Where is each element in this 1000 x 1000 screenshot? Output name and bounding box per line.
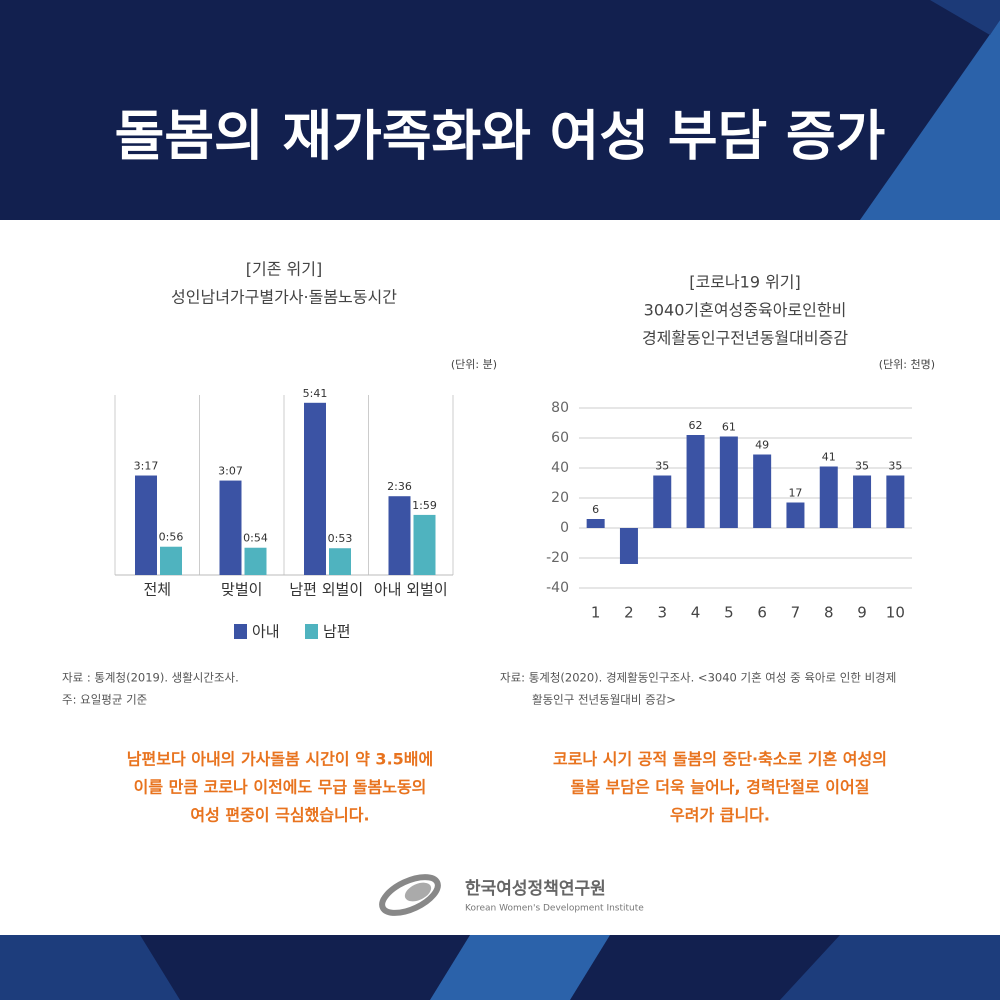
- header-decoration: [860, 20, 1000, 220]
- x-tick-label: 8: [824, 604, 834, 622]
- x-tick-label: 아내 외벌이: [374, 581, 448, 599]
- chart-subtitle: 경제활동인구전년동월대비증감: [642, 329, 848, 348]
- footer-decoration: [0, 935, 180, 1000]
- y-tick-label: 40: [551, 460, 569, 476]
- bar: [819, 466, 838, 528]
- legend-label: 아내: [252, 623, 280, 641]
- unit-label: (단위: 분): [451, 358, 497, 371]
- y-tick-label: 0: [560, 520, 569, 536]
- x-tick-label: 전체: [143, 581, 171, 599]
- x-tick-label: 6: [757, 604, 767, 622]
- x-tick-label: 4: [691, 604, 701, 622]
- bar: [160, 546, 182, 575]
- caption: 이를 만큼 코로나 이전에도 무급 돌봄노동의: [134, 778, 427, 797]
- bar: [304, 402, 326, 575]
- bar: [329, 548, 351, 575]
- chart-subtitle: 성인남녀가구별가사·돌봄노동시간: [171, 288, 397, 307]
- y-tick-label: 20: [551, 490, 569, 506]
- x-tick-label: 2: [624, 604, 634, 622]
- value-label: 0:56: [159, 531, 184, 544]
- caption: 우려가 큽니다.: [670, 806, 770, 825]
- bar: [753, 454, 772, 528]
- bar: [686, 435, 705, 528]
- value-label: 1:59: [412, 499, 437, 512]
- bar: [786, 502, 805, 528]
- org-name: 한국여성정책연구원: [465, 879, 606, 899]
- source-note: 자료: 통계청(2020). 경제활동인구조사. <3040 기혼 여성 중 육…: [500, 671, 896, 685]
- legend-swatch: [305, 624, 318, 639]
- y-tick-label: -20: [546, 550, 569, 566]
- value-label: 6: [592, 503, 599, 516]
- x-tick-label: 5: [724, 604, 734, 622]
- value-label: 17: [788, 487, 802, 500]
- legend-swatch: [234, 624, 247, 639]
- bar: [135, 475, 157, 575]
- value-label: 2:36: [387, 480, 412, 493]
- bar: [719, 436, 738, 528]
- legend-label: 남편: [323, 623, 351, 641]
- value-label: 61: [722, 421, 736, 434]
- value-label: 49: [755, 439, 769, 452]
- x-tick-label: 맞벌이: [221, 581, 262, 599]
- chart-subtitle: 3040기혼여성중육아로인한비: [644, 301, 847, 320]
- bar: [244, 547, 267, 575]
- page-title: 돌봄의 재가족화와 여성 부담 증가: [115, 105, 886, 168]
- bar: [388, 496, 411, 575]
- chart-title: [코로나19 위기]: [689, 273, 801, 292]
- x-tick-label: 남편 외벌이: [289, 581, 363, 599]
- unit-label: (단위: 천명): [879, 357, 935, 371]
- value-label: 35: [655, 460, 669, 473]
- value-label: 35: [855, 460, 869, 473]
- footer-decoration: [430, 935, 610, 1000]
- caption: 돌봄 부담은 더욱 늘어나, 경력단절로 이어질: [571, 778, 870, 797]
- bar: [219, 480, 242, 575]
- header-decoration: [930, 0, 1000, 35]
- bar: [413, 514, 436, 575]
- value-label: 35: [888, 460, 902, 473]
- source-note: 주: 요일평균 기준: [62, 693, 147, 707]
- chart-title: [기존 위기]: [246, 260, 322, 279]
- bar: [886, 475, 905, 528]
- x-tick-label: 10: [886, 604, 905, 622]
- value-label: 0:54: [243, 532, 268, 545]
- bar: [619, 528, 638, 564]
- y-tick-label: 80: [551, 400, 569, 416]
- x-tick-label: 7: [791, 604, 801, 622]
- value-label: 5:41: [303, 387, 328, 400]
- y-tick-label: 60: [551, 430, 569, 446]
- bar: [653, 475, 672, 528]
- bar: [586, 519, 605, 528]
- bar: [853, 475, 872, 528]
- x-tick-label: 3: [657, 604, 667, 622]
- source-note: 활동인구 전년동월대비 증감>: [532, 693, 676, 707]
- header-band: [0, 0, 1000, 220]
- value-label: 3:07: [218, 465, 243, 478]
- x-tick-label: 1: [591, 604, 601, 622]
- x-tick-label: 9: [857, 604, 867, 622]
- value-label: 62: [689, 419, 703, 432]
- value-label: 3:17: [134, 460, 159, 473]
- org-name-en: Korean Women's Development Institute: [465, 904, 644, 914]
- source-note: 자료 : 통계청(2019). 생활시간조사.: [62, 671, 239, 685]
- caption: 남편보다 아내의 가사돌봄 시간이 약 3.5배에: [127, 750, 433, 769]
- value-label: 41: [822, 451, 836, 464]
- logo: [379, 874, 441, 916]
- value-label: 0:53: [328, 532, 353, 545]
- caption: 여성 편중이 극심했습니다.: [190, 806, 369, 825]
- footer-decoration: [780, 935, 1000, 1000]
- caption: 코로나 시기 공적 돌봄의 중단·축소로 기혼 여성의: [553, 750, 887, 769]
- y-tick-label: -40: [546, 580, 569, 596]
